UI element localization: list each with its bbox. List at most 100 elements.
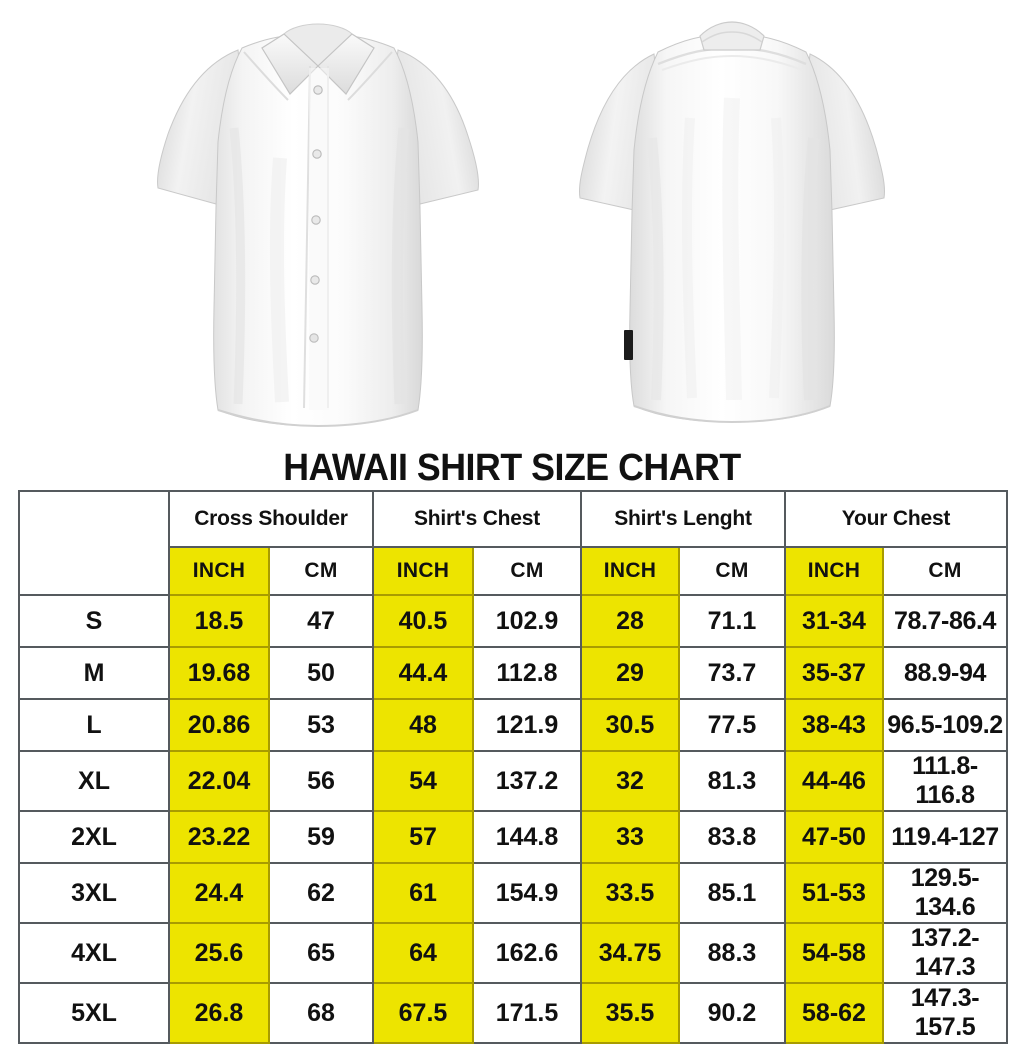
cell-cross-shoulder-cm: 50	[268, 646, 374, 700]
cell-cross-shoulder-cm: 62	[268, 862, 374, 924]
cell-length-inch: 28	[580, 594, 680, 648]
size-label: 2XL	[18, 810, 170, 864]
table-row: S 18.5 47 40.5 102.9 28 71.1 31-34 78.7-86.4	[18, 594, 1008, 648]
size-label: 5XL	[18, 982, 170, 1044]
group-header-cross-shoulder: Cross Shoulder	[168, 490, 374, 548]
cell-chest-inch: 64	[372, 922, 474, 984]
cell-length-inch: 29	[580, 646, 680, 700]
unit-header-chest-inch: INCH	[372, 546, 474, 596]
cell-chest-inch: 67.5	[372, 982, 474, 1044]
cell-cross-shoulder-cm: 68	[268, 982, 374, 1044]
size-label: S	[18, 594, 170, 648]
shirt-images-panel	[0, 0, 1024, 445]
table-row: XL 22.04 56 54 137.2 32 81.3 44-46 111.8-116.8	[18, 750, 1008, 812]
table-row: 3XL 24.4 62 61 154.9 33.5 85.1 51-53 129.5-134.6	[18, 862, 1008, 924]
table-group-header-row: Cross Shoulder Shirt's Chest Shirt's Len…	[18, 490, 1008, 596]
shirt-front-view	[138, 8, 498, 438]
cell-your-chest-cm: 147.3-157.5	[882, 982, 1008, 1044]
size-chart-table: Cross Shoulder Shirt's Chest Shirt's Len…	[18, 490, 1008, 1044]
shirt-back-view	[562, 8, 902, 438]
cell-cross-shoulder-inch: 18.5	[168, 594, 270, 648]
cell-length-inch: 34.75	[580, 922, 680, 984]
cell-cross-shoulder-inch: 19.68	[168, 646, 270, 700]
page-title: HAWAII SHIRT SIZE CHART	[283, 447, 741, 489]
cell-chest-inch: 44.4	[372, 646, 474, 700]
cell-cross-shoulder-inch: 24.4	[168, 862, 270, 924]
unit-header-cross-shoulder-inch: INCH	[168, 546, 270, 596]
unit-header-your-chest-inch: INCH	[784, 546, 884, 596]
cell-chest-cm: 171.5	[472, 982, 582, 1044]
cell-length-inch: 32	[580, 750, 680, 812]
cell-your-chest-inch: 58-62	[784, 982, 884, 1044]
cell-your-chest-inch: 54-58	[784, 922, 884, 984]
unit-header-length-inch: INCH	[580, 546, 680, 596]
group-header-shirts-length: Shirt's Lenght	[580, 490, 786, 548]
cell-length-inch: 35.5	[580, 982, 680, 1044]
cell-cross-shoulder-inch: 25.6	[168, 922, 270, 984]
cell-cross-shoulder-inch: 20.86	[168, 698, 270, 752]
table-row: 4XL 25.6 65 64 162.6 34.75 88.3 54-58 137.2-147.…	[18, 922, 1008, 984]
cell-length-cm: 77.5	[678, 698, 786, 752]
cell-your-chest-inch: 47-50	[784, 810, 884, 864]
cell-chest-inch: 40.5	[372, 594, 474, 648]
cell-cross-shoulder-inch: 23.22	[168, 810, 270, 864]
cell-your-chest-inch: 38-43	[784, 698, 884, 752]
cell-chest-cm: 102.9	[472, 594, 582, 648]
cell-your-chest-cm: 88.9-94	[882, 646, 1008, 700]
cell-length-cm: 73.7	[678, 646, 786, 700]
cell-chest-cm: 154.9	[472, 862, 582, 924]
cell-your-chest-cm: 111.8-116.8	[882, 750, 1008, 812]
cell-your-chest-inch: 31-34	[784, 594, 884, 648]
table-row: M 19.68 50 44.4 112.8 29 73.7 35-37 88.9-94	[18, 646, 1008, 700]
cell-cross-shoulder-cm: 65	[268, 922, 374, 984]
table-row: 2XL 23.22 59 57 144.8 33 83.8 47-50 119.4-127	[18, 810, 1008, 864]
cell-cross-shoulder-cm: 47	[268, 594, 374, 648]
size-label: 4XL	[18, 922, 170, 984]
cell-chest-cm: 162.6	[472, 922, 582, 984]
size-label: 3XL	[18, 862, 170, 924]
cell-your-chest-cm: 137.2-147.3	[882, 922, 1008, 984]
cell-your-chest-inch: 51-53	[784, 862, 884, 924]
cell-length-cm: 85.1	[678, 862, 786, 924]
cell-length-inch: 33.5	[580, 862, 680, 924]
cell-your-chest-inch: 35-37	[784, 646, 884, 700]
cell-chest-inch: 48	[372, 698, 474, 752]
table-unit-header-row: INCH CM INCH CM INCH CM INCH CM	[19, 546, 1008, 596]
size-chart-body: S 18.5 47 40.5 102.9 28 71.1 31-34 78.7-86.4 M 19.…	[18, 594, 1008, 1044]
cell-length-cm: 71.1	[678, 594, 786, 648]
size-label: XL	[18, 750, 170, 812]
table-row: 5XL 26.8 68 67.5 171.5 35.5 90.2 58-62 147.3-157…	[18, 982, 1008, 1044]
cell-chest-inch: 57	[372, 810, 474, 864]
cell-chest-inch: 54	[372, 750, 474, 812]
side-label-tag	[624, 330, 633, 360]
cell-length-cm: 88.3	[678, 922, 786, 984]
table-row: L 20.86 53 48 121.9 30.5 77.5 38-43 96.5-109.2	[18, 698, 1008, 752]
cell-your-chest-cm: 129.5-134.6	[882, 862, 1008, 924]
cell-your-chest-cm: 78.7-86.4	[882, 594, 1008, 648]
unit-header-cross-shoulder-cm: CM	[268, 546, 374, 596]
cell-length-inch: 30.5	[580, 698, 680, 752]
size-label: M	[18, 646, 170, 700]
cell-chest-inch: 61	[372, 862, 474, 924]
cell-chest-cm: 137.2	[472, 750, 582, 812]
cell-your-chest-inch: 44-46	[784, 750, 884, 812]
group-header-your-chest: Your Chest	[784, 490, 1008, 548]
cell-cross-shoulder-cm: 56	[268, 750, 374, 812]
cell-chest-cm: 121.9	[472, 698, 582, 752]
cell-length-cm: 90.2	[678, 982, 786, 1044]
cell-chest-cm: 112.8	[472, 646, 582, 700]
group-header-shirts-chest: Shirt's Chest	[372, 490, 582, 548]
cell-length-cm: 83.8	[678, 810, 786, 864]
unit-header-length-cm: CM	[678, 546, 786, 596]
cell-cross-shoulder-inch: 22.04	[168, 750, 270, 812]
size-column-header	[18, 490, 170, 596]
size-label: L	[18, 698, 170, 752]
cell-length-inch: 33	[580, 810, 680, 864]
cell-your-chest-cm: 119.4-127	[882, 810, 1008, 864]
cell-chest-cm: 144.8	[472, 810, 582, 864]
cell-your-chest-cm: 96.5-109.2	[882, 698, 1008, 752]
unit-header-chest-cm: CM	[472, 546, 582, 596]
cell-cross-shoulder-cm: 59	[268, 810, 374, 864]
cell-cross-shoulder-cm: 53	[268, 698, 374, 752]
cell-length-cm: 81.3	[678, 750, 786, 812]
